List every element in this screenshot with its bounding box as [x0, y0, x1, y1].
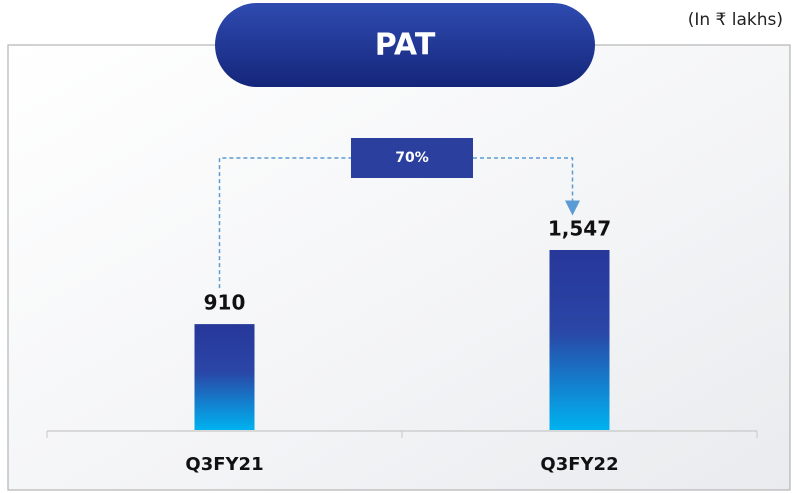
- title-pill: [215, 3, 595, 87]
- annotation: 70%: [395, 150, 429, 166]
- annotation-box: [351, 138, 473, 178]
- bar: [549, 250, 610, 430]
- bar: [194, 324, 255, 430]
- x-tick-label: Q3FY21: [185, 454, 263, 475]
- frame: [7, 44, 791, 491]
- chart-title: PAT: [375, 28, 436, 63]
- unit-label: (In ₹ lakhs): [688, 10, 783, 30]
- value-label: 910: [204, 291, 246, 315]
- x-tick-label: Q3FY22: [540, 454, 618, 475]
- growth-arrow: [473, 157, 580, 216]
- value-label: 1,547: [548, 217, 611, 241]
- growth-connector: [218, 157, 351, 289]
